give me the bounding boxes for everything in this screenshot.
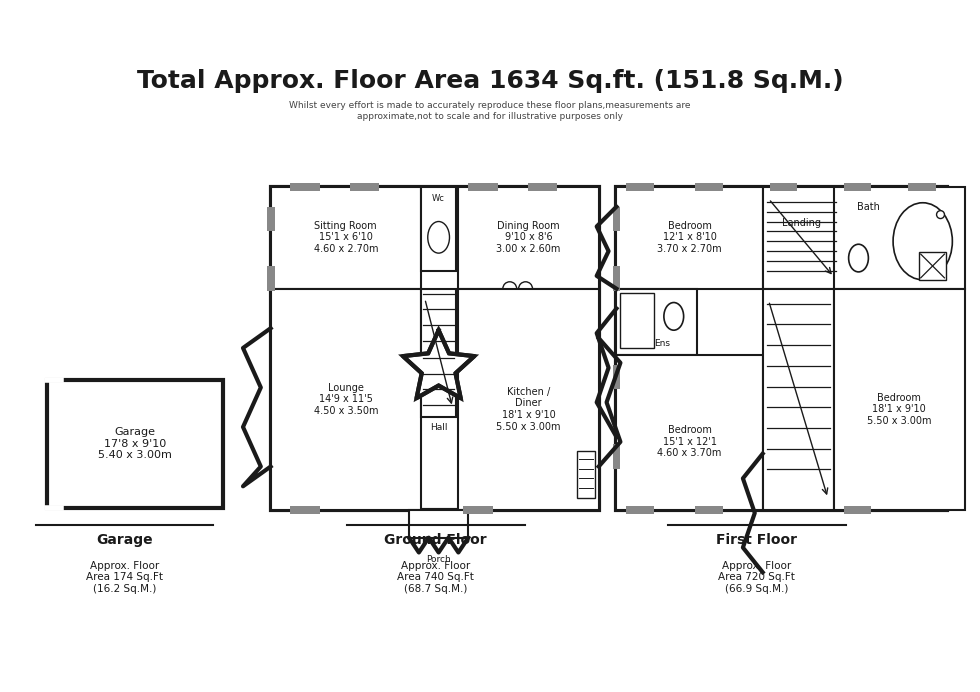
Text: Approx. Floor
Area 740 Sq.Ft
(68.7 Sq.M.): Approx. Floor Area 740 Sq.Ft (68.7 Sq.M.… [397, 561, 474, 594]
Bar [616, 187, 762, 289]
Bar [270, 187, 420, 289]
Bar [616, 355, 762, 510]
Text: Bedroom
18'1 x 9'10
5.50 x 3.00m: Bedroom 18'1 x 9'10 5.50 x 3.00m [866, 392, 931, 426]
Text: Hall: Hall [430, 423, 448, 432]
Circle shape [518, 298, 532, 311]
Text: Total Approx. Floor Area 1634 Sq.ft. (151.8 Sq.M.): Total Approx. Floor Area 1634 Sq.ft. (15… [136, 69, 844, 93]
Polygon shape [403, 330, 474, 398]
Bar [762, 289, 834, 510]
Bar [834, 187, 965, 289]
Ellipse shape [663, 302, 684, 330]
Bar [47, 380, 223, 508]
Text: Approx. Floor
Area 174 Sq.Ft
(16.2 Sq.M.): Approx. Floor Area 174 Sq.Ft (16.2 Sq.M.… [86, 561, 163, 594]
Text: Bath: Bath [857, 201, 880, 212]
Bar [267, 207, 274, 231]
Bar [834, 289, 965, 510]
Text: Ground Floor: Ground Floor [384, 533, 487, 547]
Bar [267, 266, 274, 291]
Ellipse shape [427, 221, 450, 253]
Bar [620, 293, 654, 348]
Text: Garage: Garage [96, 533, 153, 547]
Text: Whilst every effort is made to accurately reproduce these floor plans,measuremen: Whilst every effort is made to accuratel… [289, 101, 691, 120]
Text: Kitchen /
Diner
18'1 x 9'10
5.50 x 3.00m: Kitchen / Diner 18'1 x 9'10 5.50 x 3.00m [496, 387, 561, 432]
Bar [612, 266, 620, 291]
Text: Ens: Ens [654, 338, 670, 347]
Text: Porch: Porch [426, 555, 451, 564]
Bar [612, 365, 620, 390]
Bar [844, 506, 871, 514]
Text: Garage
17'8 x 9'10
5.40 x 3.00m: Garage 17'8 x 9'10 5.40 x 3.00m [98, 427, 172, 460]
Circle shape [518, 282, 532, 295]
Bar [844, 183, 871, 191]
Circle shape [937, 210, 945, 219]
Text: First Floor: First Floor [716, 533, 798, 547]
Bar [459, 289, 599, 510]
Bar [626, 183, 654, 191]
Bar [907, 183, 936, 191]
Bar [527, 183, 558, 191]
Bar [290, 506, 320, 514]
Bar [420, 187, 457, 271]
Bar [409, 510, 468, 538]
Circle shape [503, 298, 516, 311]
Bar [468, 183, 498, 191]
Bar [464, 506, 493, 514]
Text: Bedroom
15'1 x 12'1
4.60 x 3.70m: Bedroom 15'1 x 12'1 4.60 x 3.70m [658, 425, 721, 458]
Bar [762, 187, 840, 289]
Bar [919, 252, 947, 280]
Bar [696, 506, 723, 514]
Text: Lounge
14'9 x 11'5
4.50 x 3.50m: Lounge 14'9 x 11'5 4.50 x 3.50m [314, 383, 378, 416]
Text: Dining Room
9'10 x 8'6
3.00 x 2.60m: Dining Room 9'10 x 8'6 3.00 x 2.60m [496, 221, 561, 254]
Text: Landing: Landing [782, 217, 820, 228]
Ellipse shape [849, 244, 868, 272]
Bar [612, 444, 620, 468]
Bar [270, 289, 420, 510]
Bar [420, 289, 457, 417]
Bar [612, 207, 620, 231]
Text: Wc: Wc [432, 194, 445, 203]
Bar [769, 183, 798, 191]
Bar [616, 187, 948, 510]
Bar [459, 187, 599, 289]
Circle shape [503, 282, 516, 295]
Bar [696, 183, 723, 191]
Bar [350, 183, 379, 191]
Text: Sitting Room
15'1 x 6'10
4.60 x 2.70m: Sitting Room 15'1 x 6'10 4.60 x 2.70m [314, 221, 378, 254]
Bar [626, 506, 654, 514]
Bar [270, 187, 599, 510]
Bar [290, 183, 320, 191]
Text: Approx. Floor
Area 720 Sq.Ft
(66.9 Sq.M.): Approx. Floor Area 720 Sq.Ft (66.9 Sq.M.… [718, 561, 795, 594]
Text: Bedroom
12'1 x 8'10
3.70 x 2.70m: Bedroom 12'1 x 8'10 3.70 x 2.70m [658, 221, 722, 254]
Bar [616, 289, 698, 355]
Bar [577, 450, 595, 498]
Ellipse shape [893, 203, 953, 280]
